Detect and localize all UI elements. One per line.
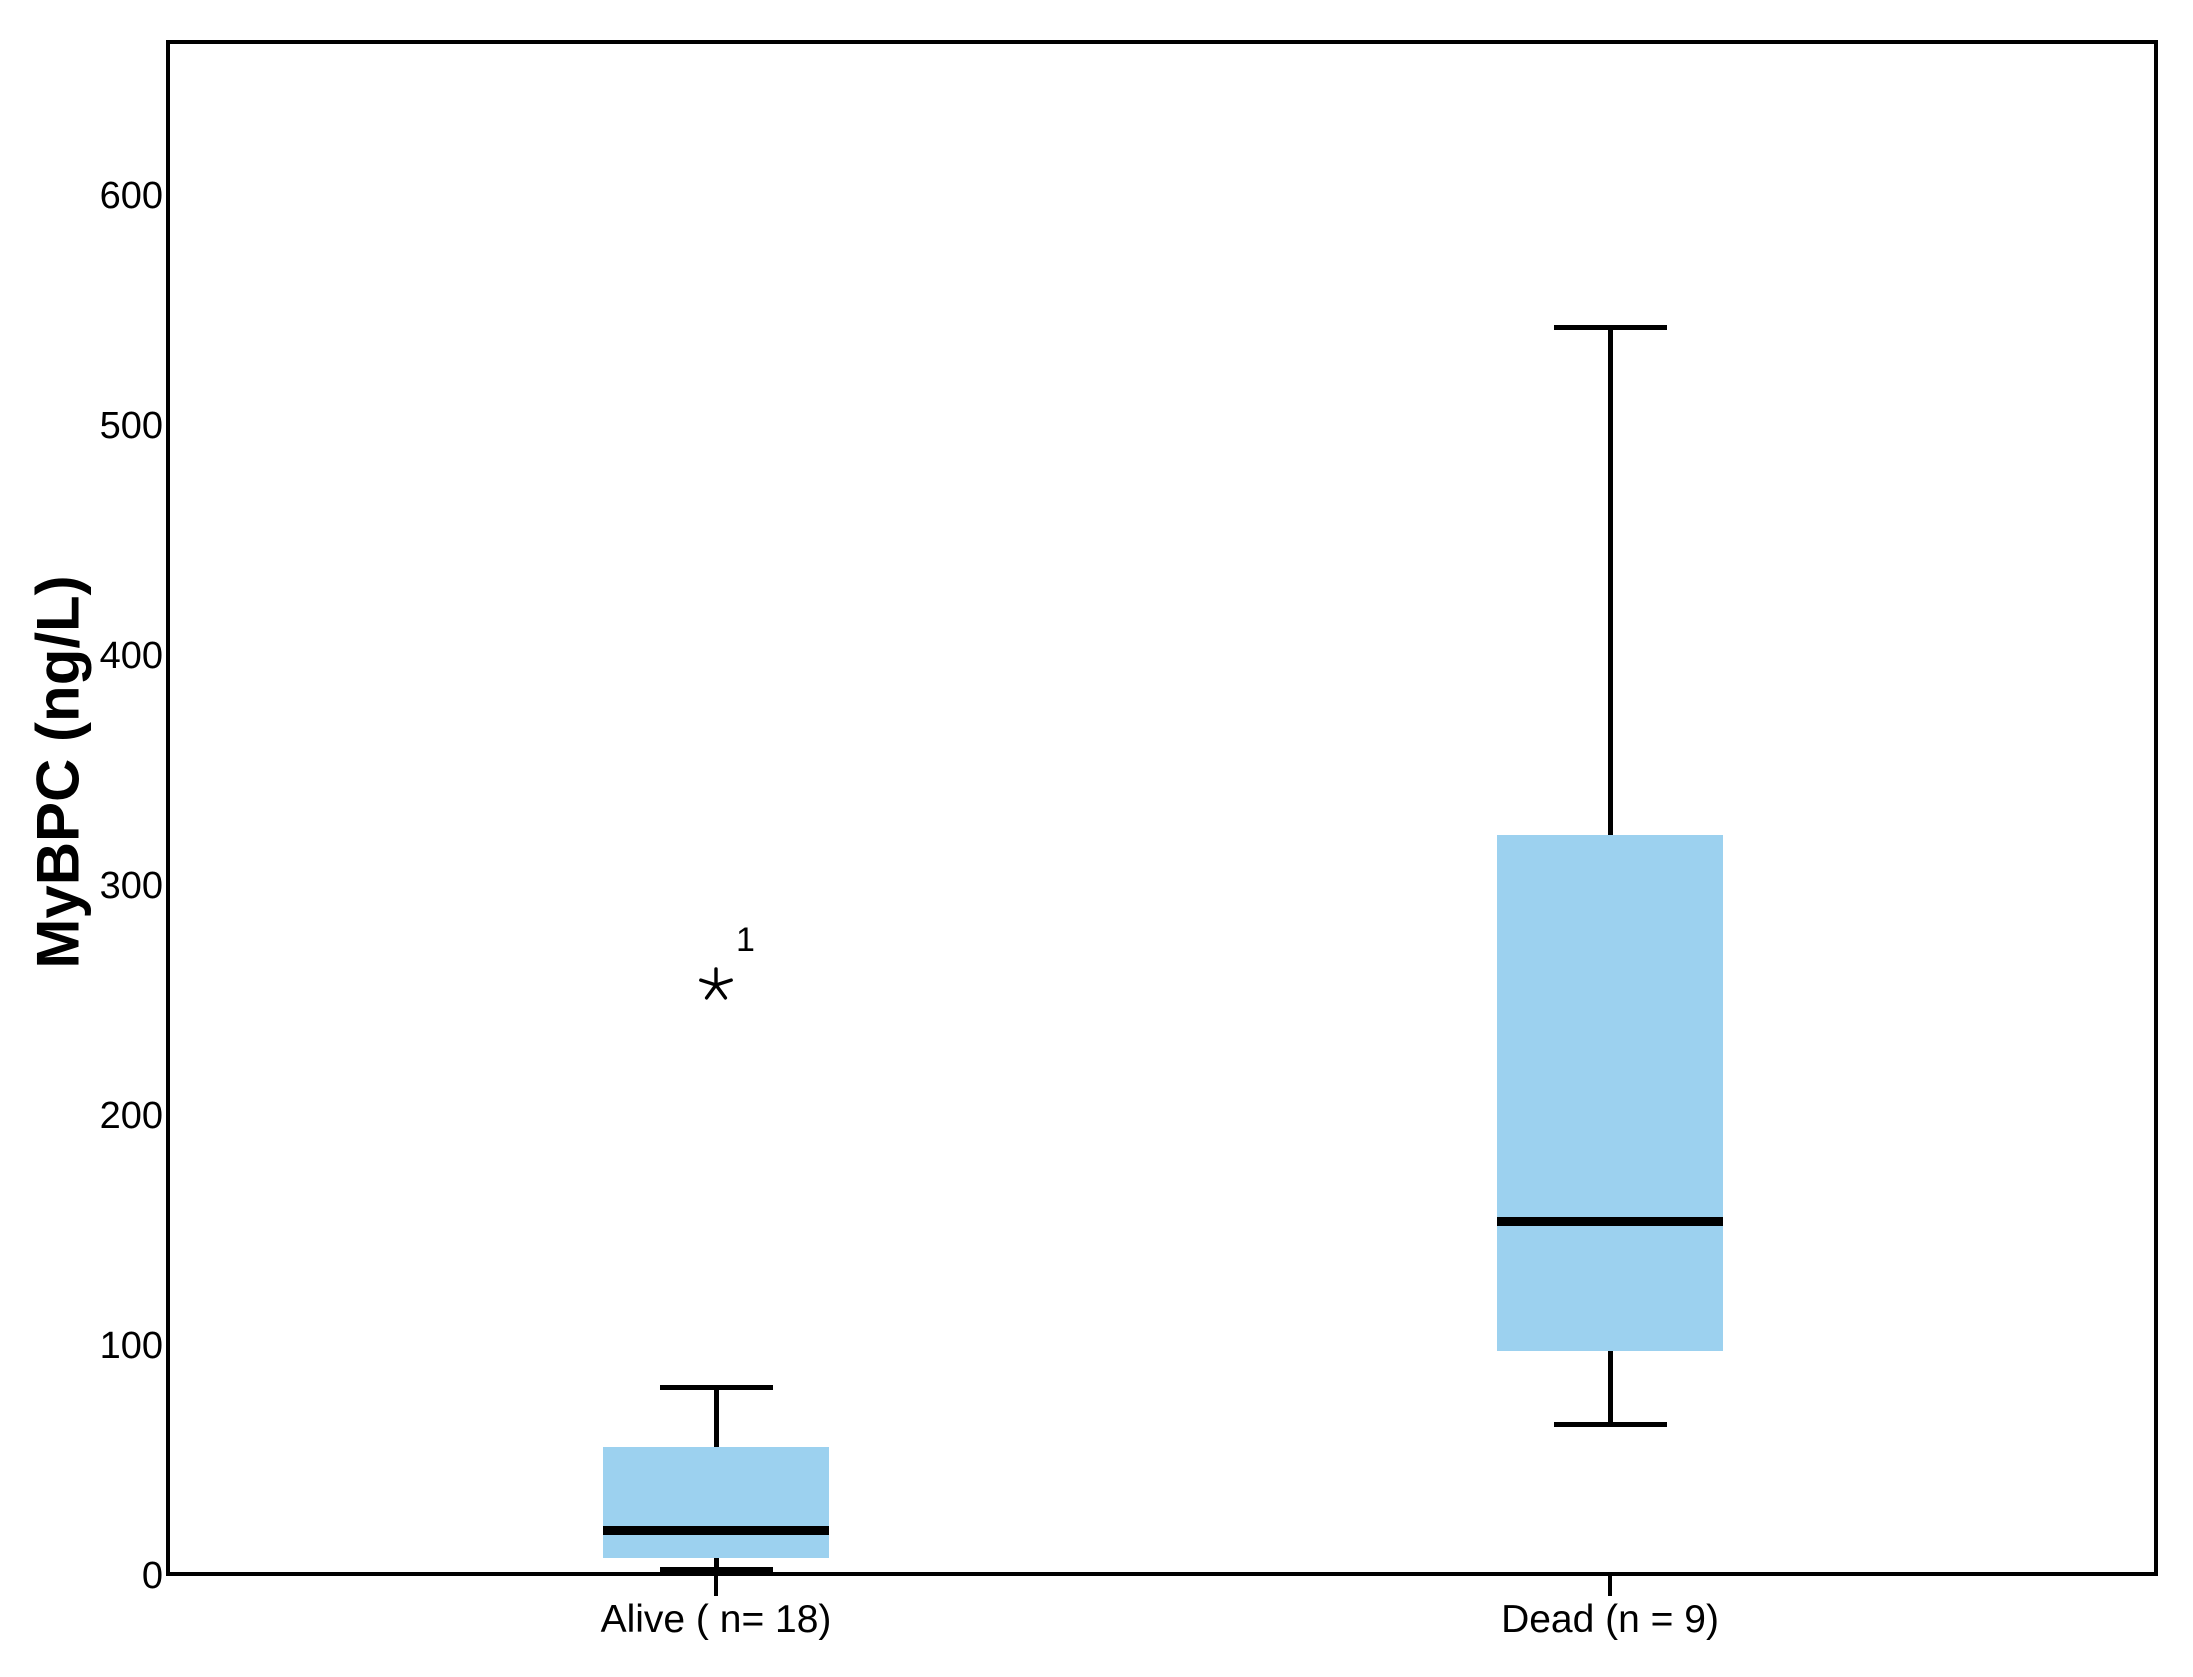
- y-tick-label: 200: [99, 1095, 163, 1138]
- upper-whisker-line: [713, 1387, 719, 1448]
- median-line: [603, 1525, 829, 1535]
- upper-whisker-line: [1607, 327, 1613, 836]
- median-line: [1497, 1217, 1723, 1227]
- y-tick-label: 0: [141, 1555, 163, 1597]
- x-tick-label: Alive ( n= 18): [600, 1598, 832, 1641]
- lower-whisker-cap: [1553, 1421, 1667, 1427]
- y-tick-label: 600: [99, 175, 163, 218]
- y-tick-label: 500: [99, 405, 163, 448]
- x-tick-mark: [1608, 1574, 1612, 1596]
- outlier-label: 1: [736, 920, 755, 959]
- y-tick-label: 300: [99, 865, 163, 908]
- lower-whisker-line: [1607, 1350, 1613, 1425]
- outlier-star-marker: [696, 965, 736, 1005]
- iqr-box: [1497, 835, 1723, 1351]
- x-tick-mark: [714, 1574, 718, 1596]
- lower-whisker-cap: [659, 1566, 773, 1572]
- iqr-box: [603, 1447, 829, 1558]
- lower-whisker-line: [713, 1557, 719, 1570]
- y-tick-label: 400: [99, 635, 163, 678]
- y-tick-label: 100: [99, 1325, 163, 1367]
- plot-area-frame: [166, 40, 2158, 1576]
- x-tick-label: Dead (n = 9): [1501, 1598, 1719, 1641]
